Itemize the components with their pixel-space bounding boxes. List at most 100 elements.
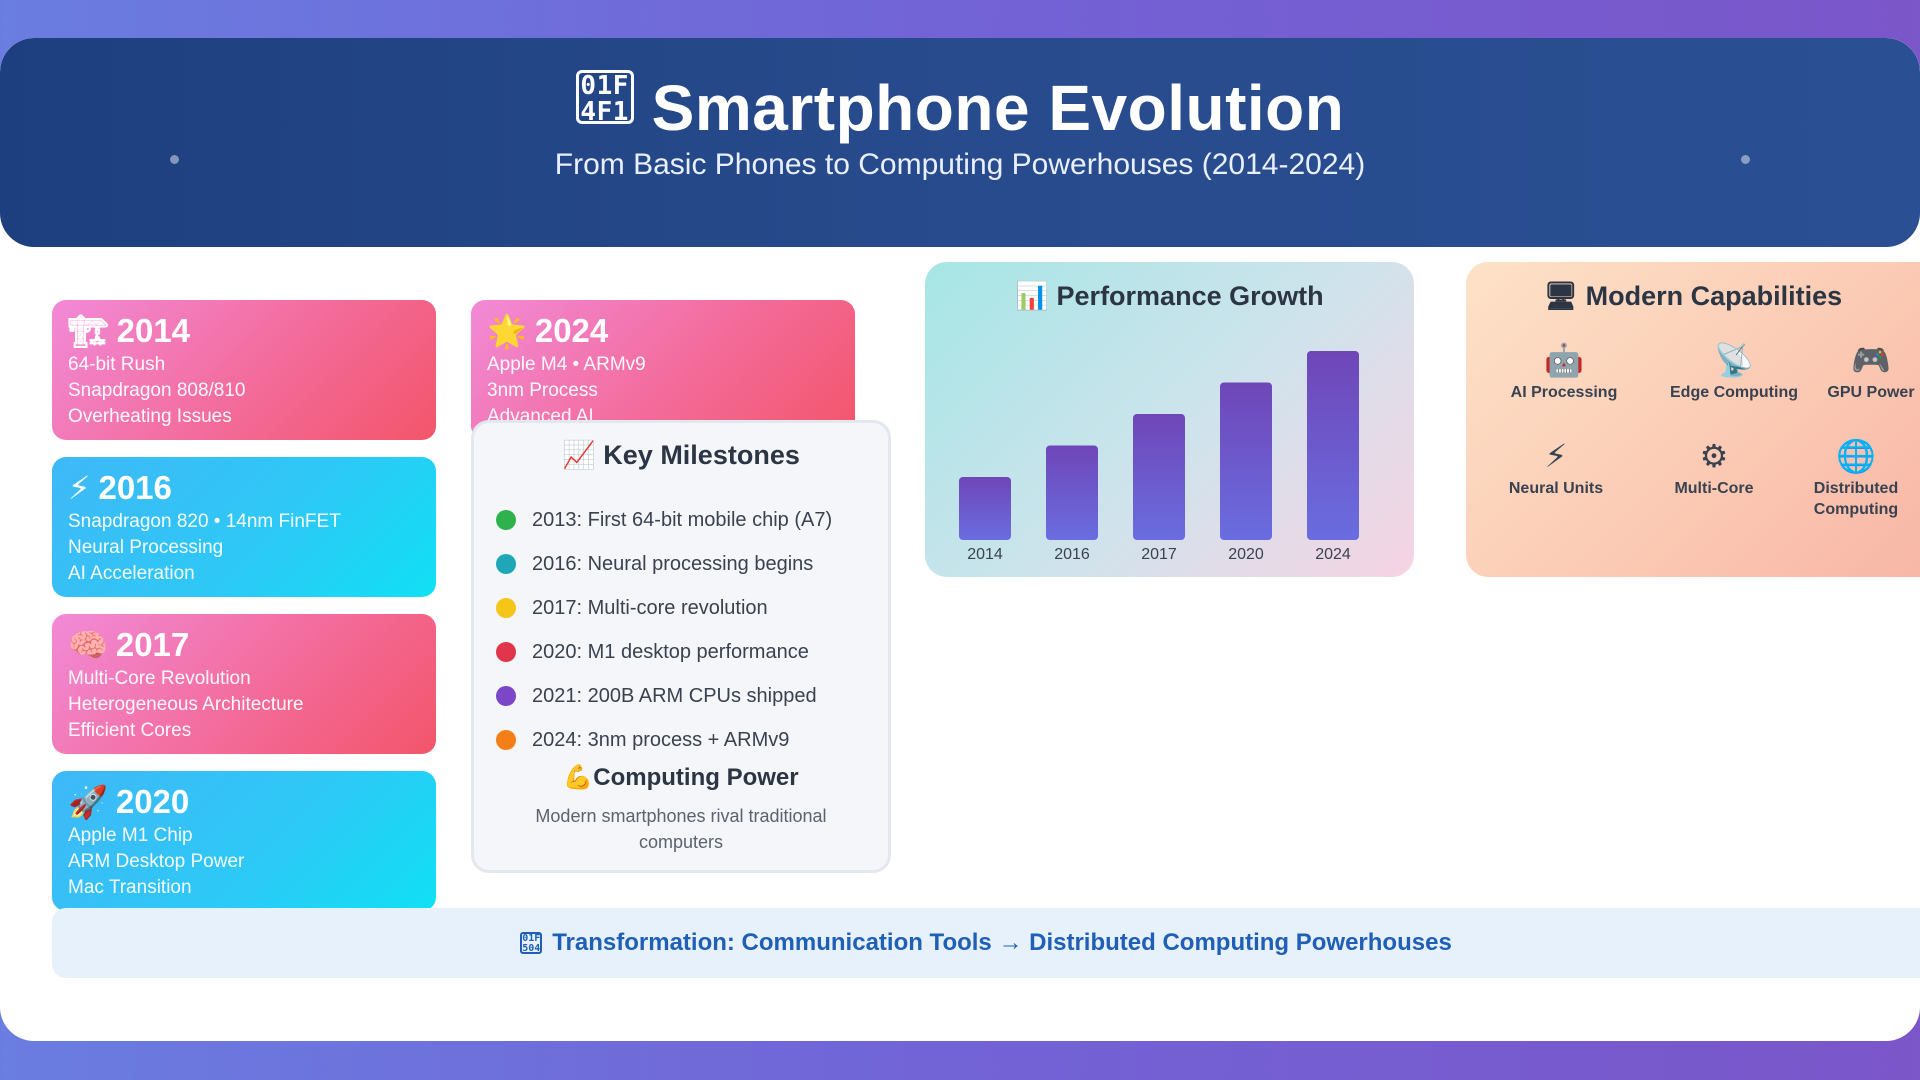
card-line: Snapdragon 820 • 14nm FinFET [68, 511, 341, 532]
timeline-card-2014: 🏗 2014 64-bit Rush Snapdragon 808/810 Ove… [52, 300, 436, 440]
globe-icon: 🌐 [1836, 438, 1876, 474]
game-controller-icon: 🎮 [1851, 342, 1891, 378]
card-year: 2016 [98, 469, 172, 506]
card-line: 64-bit Rush [68, 354, 166, 375]
modern-capabilities-panel: 🖥 Modern Capabilities 🤖 AI Processing 📡 Ed… [1466, 262, 1920, 577]
chart-tick-label: 2024 [1315, 546, 1351, 563]
capability-multi-core: ⚙ Multi-Core [1634, 434, 1794, 499]
desktop-icon: 🖥 [1543, 281, 1579, 311]
chart-bar-2014 [959, 477, 1011, 540]
lightning-icon: ⚡ [68, 470, 91, 506]
milestone-item: 2017: Multi-core revolution [496, 586, 832, 630]
card-line: Heterogeneous Architecture [68, 694, 304, 715]
timeline-card-2020: 🚀 2020 Apple M1 Chip ARM Desktop Power Ma… [52, 771, 436, 911]
bar-chart-icon: 📊 [1015, 281, 1050, 311]
chart-tick-label: 2017 [1141, 546, 1177, 563]
milestone-text: 2021: 200B ARM CPUs shipped [532, 684, 817, 707]
chart-title: 📊 Performance Growth [925, 280, 1414, 312]
satellite-antenna-icon: 📡 [1714, 342, 1754, 378]
computing-power-description: Modern smartphones rival traditional com… [535, 806, 827, 852]
card-year: 2014 [116, 312, 191, 349]
milestone-text: 2013: First 64-bit mobile chip (A7) [532, 508, 833, 531]
capability-label: AI Processing [1510, 384, 1618, 401]
card-line: Apple M1 Chip [68, 825, 193, 846]
brain-icon: 🧠 [68, 627, 108, 663]
capability-label: Multi-Core [1674, 480, 1754, 497]
capability-edge-computing: 📡 Edge Computing [1654, 338, 1814, 403]
mobile-phone-icon: 01F 4F1 [575, 70, 634, 125]
card-line: Efficient Cores [68, 720, 192, 741]
header-banner: 01F 4F1 Smartphone Evolution From Basic Ph… [0, 38, 1920, 247]
card-year: 2017 [115, 626, 190, 663]
decor-dot [1741, 155, 1750, 164]
arrows-cycle-icon: 01F 504 [520, 932, 543, 954]
chart-bar-2017 [1133, 414, 1185, 540]
card-line: Overheating Issues [68, 406, 232, 427]
milestone-item: 2016: Neural processing begins [496, 542, 832, 586]
chart-tick-label: 2020 [1228, 546, 1264, 563]
card-line: Mac Transition [68, 877, 192, 898]
milestone-bullet [496, 510, 516, 530]
transformation-text: Transformation: Communication Tools → Di… [552, 929, 1452, 956]
milestone-bullet [496, 686, 516, 706]
capability-ai-processing: 🤖 AI Processing [1484, 338, 1644, 403]
card-line: Apple M4 • ARMv9 [487, 354, 646, 375]
performance-bar-chart: 2014 2016 2017 2020 2024 [959, 351, 1359, 563]
robot-icon: 🤖 [1544, 342, 1584, 378]
chart-bar-2024 [1307, 351, 1359, 540]
milestone-text: 2016: Neural processing begins [532, 552, 814, 575]
computing-power-title-text: Computing Power [593, 764, 799, 791]
milestone-item: 2013: First 64-bit mobile chip (A7) [496, 498, 832, 542]
card-line: Multi-Core Revolution [68, 668, 251, 689]
timeline-card-2017: 🧠 2017 Multi-Core Revolution Heterogeneou… [52, 614, 436, 754]
trend-chart-icon: 📈 [562, 440, 596, 470]
chart-tick-label: 2014 [967, 546, 1003, 563]
milestones-title-text: Key Milestones [603, 440, 800, 470]
lightning-icon: ⚡ [1544, 438, 1568, 474]
milestones-title: 📈 Key Milestones [474, 439, 888, 471]
star-icon: 🌟 [487, 313, 527, 349]
capability-label: Neural Units [1508, 480, 1604, 497]
timeline-card-2024: 🌟 2024 Apple M4 • ARMv9 3nm Process Advan… [471, 300, 855, 440]
chart-tick-label: 2016 [1054, 546, 1090, 563]
card-line: 3nm Process [487, 380, 598, 401]
milestone-text: 2017: Multi-core revolution [532, 596, 768, 619]
gear-icon: ⚙ [1699, 438, 1729, 474]
card-line: Snapdragon 808/810 [68, 380, 246, 401]
milestone-bullet [496, 730, 516, 750]
construction-icon: 🏗 [68, 313, 109, 349]
card-line: Neural Processing [68, 537, 224, 558]
timeline-card-2016: ⚡ 2016 Snapdragon 820 • 14nm FinFET Neura… [52, 457, 436, 597]
page-title-text: Smartphone Evolution [651, 72, 1345, 144]
card-line: ARM Desktop Power [68, 851, 245, 872]
milestone-bullet [496, 598, 516, 618]
capability-label: GPU Power [1827, 384, 1915, 401]
milestone-item: 2021: 200B ARM CPUs shipped [496, 674, 832, 718]
chart-bar-2020 [1220, 382, 1272, 540]
performance-growth-panel: 📊 Performance Growth 2014 2016 2017 2020 202… [925, 262, 1414, 577]
milestone-item: 2024: 3nm process + ARMv9 [496, 718, 832, 762]
milestone-bullet [496, 554, 516, 574]
capability-gpu-power: 🎮 GPU Power [1806, 338, 1920, 403]
milestone-list: 2013: First 64-bit mobile chip (A7) 2016:… [496, 498, 832, 762]
capabilities-title: 🖥 Modern Capabilities [1466, 280, 1920, 312]
milestone-text: 2020: M1 desktop performance [532, 640, 809, 663]
chart-bar-2016 [1046, 445, 1098, 540]
transformation-banner: 01F 504 Transformation: Communication Tool… [52, 908, 1920, 978]
card-year: 2024 [534, 312, 609, 349]
card-year: 2020 [115, 783, 190, 820]
page-title: 01F 4F1 Smartphone Evolution [0, 70, 1920, 145]
capability-neural-units: ⚡ Neural Units [1476, 434, 1636, 499]
card-line: AI Acceleration [68, 563, 195, 584]
capabilities-title-text: Modern Capabilities [1585, 281, 1843, 311]
milestone-item: 2020: M1 desktop performance [496, 630, 832, 674]
rocket-icon: 🚀 [68, 784, 108, 820]
capability-label: Distributed Computing [1813, 480, 1899, 518]
decor-dot [170, 155, 179, 164]
key-milestones-panel: 📈 Key Milestones 2013: First 64-bit mobi… [471, 420, 891, 873]
milestone-bullet [496, 642, 516, 662]
chart-title-text: Performance Growth [1056, 281, 1324, 311]
page-subtitle: From Basic Phones to Computing Powerhous… [554, 148, 1366, 181]
capability-distributed-computing: 🌐 Distributed Computing [1796, 434, 1916, 520]
milestone-text: 2024: 3nm process + ARMv9 [532, 728, 790, 751]
